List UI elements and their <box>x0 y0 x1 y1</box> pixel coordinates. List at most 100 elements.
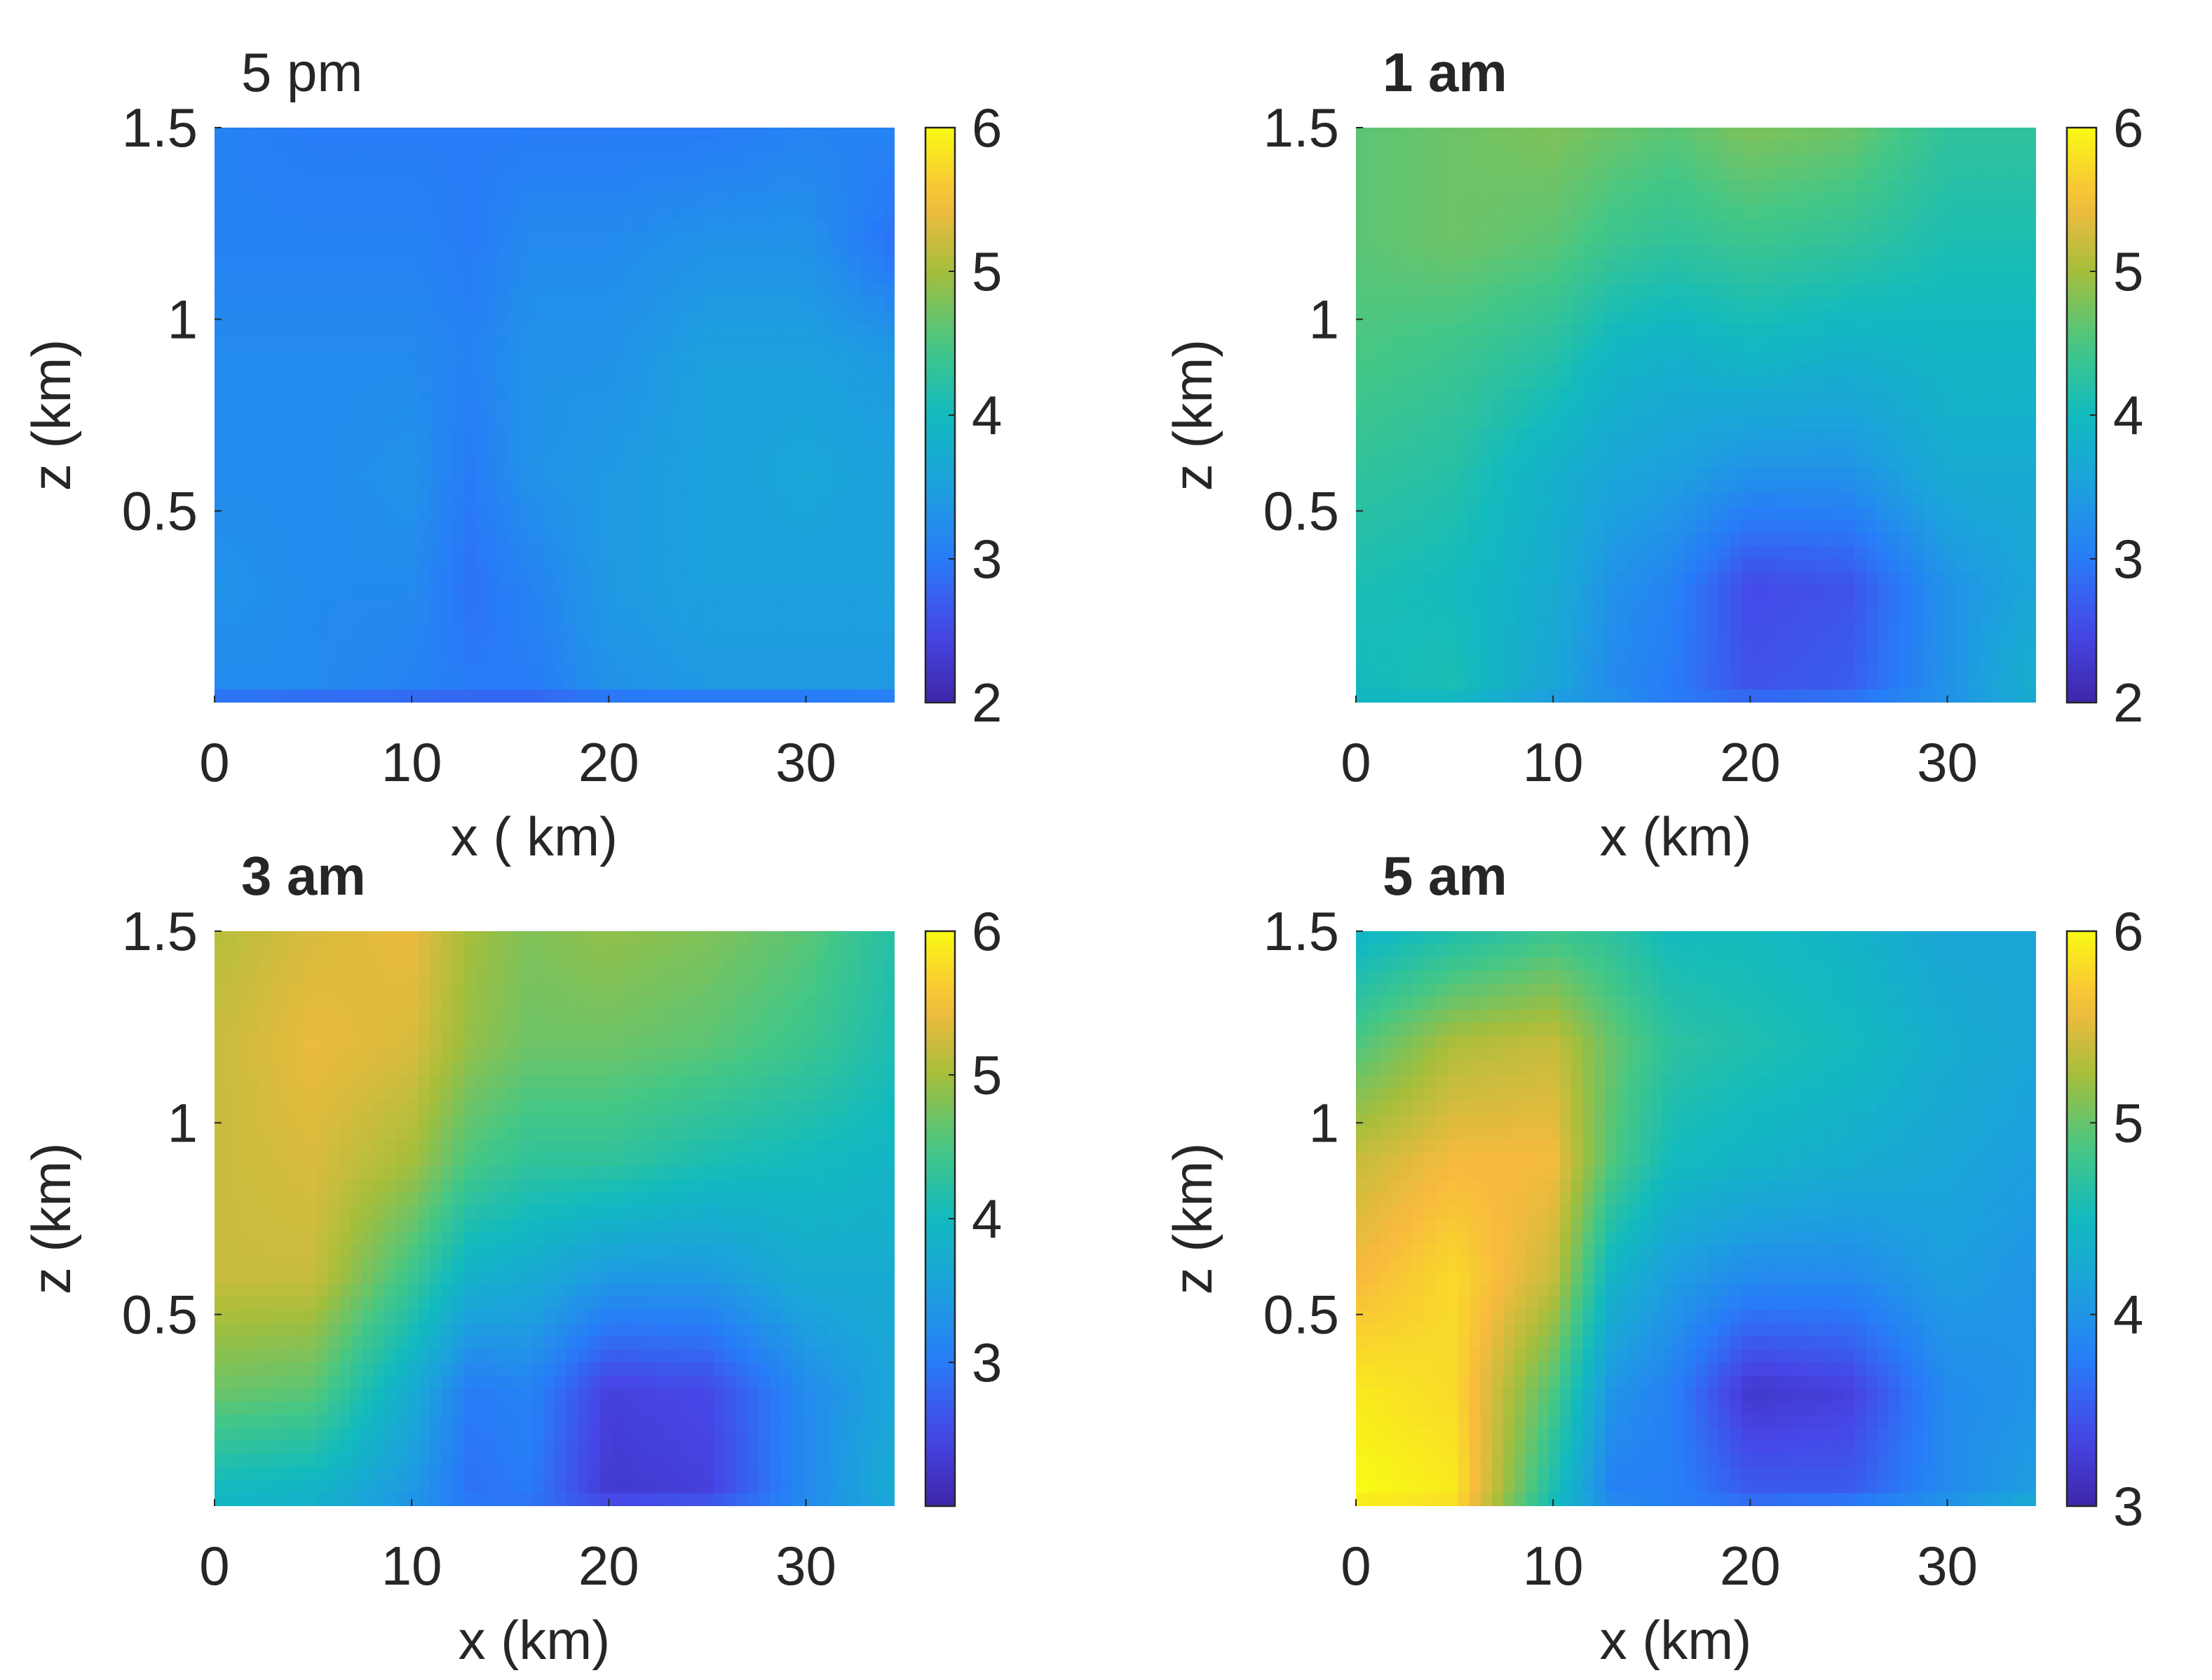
heatmap-cell <box>827 232 839 246</box>
heatmap-cell <box>1752 506 1765 520</box>
heatmap-cell <box>679 140 691 155</box>
heatmap-cell <box>1832 585 1845 599</box>
heatmap-cell <box>1492 284 1505 299</box>
heatmap-cell <box>294 205 306 220</box>
heatmap-cell <box>339 441 351 455</box>
heatmap-cell <box>520 663 533 677</box>
heatmap-cell <box>1412 205 1425 220</box>
heatmap-cell <box>1718 559 1731 573</box>
heatmap-cell <box>1412 532 1425 547</box>
heatmap-cell <box>1650 166 1663 181</box>
heatmap-cell <box>1730 506 1742 520</box>
heatmap-cell <box>815 154 827 168</box>
heatmap-cell <box>634 467 646 482</box>
heatmap-cell <box>656 166 669 181</box>
heatmap-cell <box>1526 363 1538 377</box>
heatmap-cell <box>599 258 612 272</box>
heatmap-cell <box>1650 363 1663 377</box>
heatmap-cell <box>1684 571 1697 586</box>
heatmap-cell <box>599 323 612 338</box>
heatmap-cell <box>1854 467 1867 482</box>
heatmap-cell <box>1968 388 1981 403</box>
heatmap-cell <box>226 219 238 233</box>
heatmap-cell <box>599 637 612 651</box>
heatmap-cell <box>1956 128 1969 142</box>
heatmap-cell <box>691 585 703 599</box>
heatmap-cell <box>419 441 431 455</box>
heatmap-cell <box>1628 532 1641 547</box>
heatmap-cell <box>577 480 590 494</box>
heatmap-cell <box>588 546 601 560</box>
heatmap-cell <box>815 520 827 534</box>
heatmap-cell <box>1718 310 1731 325</box>
heatmap-cell <box>475 624 487 638</box>
heatmap-cell <box>373 337 386 351</box>
heatmap-cell <box>283 467 295 482</box>
heatmap-cell <box>1514 415 1527 429</box>
heatmap-cell <box>1492 219 1505 233</box>
heatmap-cell <box>634 297 646 311</box>
heatmap-cell <box>1594 337 1606 351</box>
heatmap-cell <box>566 520 578 534</box>
heatmap-cell <box>634 284 646 299</box>
heatmap-cell <box>373 140 386 155</box>
heatmap-cell <box>735 349 748 364</box>
heatmap-cell <box>667 245 680 259</box>
heatmap-cell <box>1412 140 1425 155</box>
heatmap-cell <box>1832 310 1845 325</box>
heatmap-cell <box>463 650 476 664</box>
heatmap-cell <box>419 219 431 233</box>
heatmap-cell <box>1979 271 1992 285</box>
heatmap-cell <box>623 310 635 325</box>
heatmap-cell <box>838 689 850 703</box>
heatmap-cell <box>441 154 454 168</box>
heatmap-cell <box>849 140 862 155</box>
heatmap-cell <box>1367 454 1380 468</box>
heatmap-cell <box>1854 388 1867 403</box>
heatmap-cell <box>407 454 419 468</box>
heatmap-cell <box>1594 559 1606 573</box>
heatmap-cell <box>498 271 510 285</box>
heatmap-cell <box>487 310 499 325</box>
heatmap-cell <box>1560 454 1573 468</box>
heatmap-cell <box>475 154 487 168</box>
heatmap-cell <box>770 585 782 599</box>
heatmap-cell <box>623 388 635 403</box>
heatmap-cell <box>1594 402 1606 416</box>
heatmap-cell <box>1866 480 1878 494</box>
heatmap-cell <box>430 232 442 246</box>
heatmap-cell <box>215 205 227 220</box>
heatmap-cell <box>531 376 544 390</box>
heatmap-cell <box>599 493 612 508</box>
heatmap-cell <box>781 363 794 377</box>
heatmap-cell <box>430 128 442 142</box>
heatmap-cell <box>1639 310 1652 325</box>
heatmap-cell <box>1934 271 1946 285</box>
heatmap-cell <box>1639 493 1652 508</box>
heatmap-cell <box>1378 441 1391 455</box>
heatmap-cell <box>1560 205 1573 220</box>
heatmap-cell <box>475 689 487 703</box>
heatmap-cell <box>1424 441 1437 455</box>
heatmap-cell <box>588 415 601 429</box>
heatmap-cell <box>792 676 805 691</box>
heatmap-cell <box>1548 297 1561 311</box>
heatmap-cell <box>1696 467 1709 482</box>
heatmap-cell <box>362 219 374 233</box>
heatmap-cell <box>1843 532 1856 547</box>
heatmap-cell <box>1741 520 1753 534</box>
heatmap-cell <box>430 637 442 651</box>
heatmap-cell <box>1775 585 1788 599</box>
heatmap-cell <box>1594 506 1606 520</box>
heatmap-cell <box>520 624 533 638</box>
heatmap-cell <box>656 258 669 272</box>
heatmap-cell <box>305 624 318 638</box>
heatmap-cell <box>498 388 510 403</box>
heatmap-cell <box>1571 428 1584 442</box>
heatmap-cell <box>566 597 578 612</box>
heatmap-cell <box>883 676 895 691</box>
heatmap-cell <box>623 467 635 482</box>
heatmap-cell <box>441 480 454 494</box>
heatmap-cell <box>1911 140 1924 155</box>
heatmap-cell <box>1877 597 1889 612</box>
